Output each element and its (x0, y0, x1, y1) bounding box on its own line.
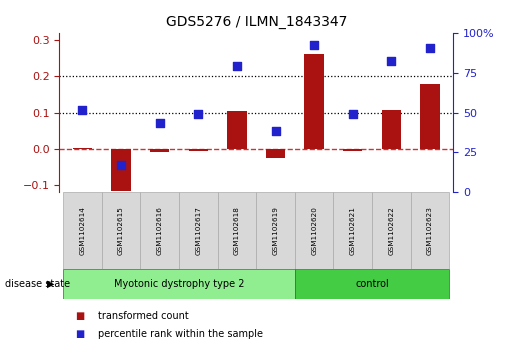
Point (349, 111, 357, 117)
Point (78, 107, 87, 113)
Text: GSM1102621: GSM1102621 (350, 206, 356, 255)
Title: GDS5276 / ILMN_1843347: GDS5276 / ILMN_1843347 (165, 15, 347, 29)
Bar (150, 149, 169, 152)
Text: GSM1102618: GSM1102618 (234, 206, 240, 255)
Bar (420, 84, 440, 149)
Bar (304, 54, 324, 149)
Point (271, 128, 280, 134)
Text: transformed count: transformed count (98, 311, 188, 321)
Text: ■: ■ (75, 311, 84, 321)
Text: Myotonic dystrophy type 2: Myotonic dystrophy type 2 (114, 279, 244, 289)
Text: GSM1102614: GSM1102614 (79, 206, 85, 255)
Text: GSM1102619: GSM1102619 (272, 206, 279, 255)
Bar (372, 192, 410, 269)
Text: GSM1102616: GSM1102616 (157, 206, 163, 255)
Bar (410, 192, 449, 269)
Bar (111, 149, 131, 191)
Bar (343, 149, 363, 151)
Bar (217, 192, 256, 269)
Bar (295, 269, 449, 299)
Point (156, 120, 164, 126)
Text: GSM1102615: GSM1102615 (118, 206, 124, 255)
Point (426, 45, 434, 51)
Point (233, 63, 241, 69)
Text: control: control (355, 279, 389, 289)
Text: ■: ■ (75, 329, 84, 339)
Point (194, 111, 202, 117)
Text: ▶: ▶ (47, 279, 55, 289)
Text: disease state: disease state (5, 279, 70, 289)
Bar (188, 149, 208, 151)
Point (387, 58, 396, 64)
Text: GSM1102617: GSM1102617 (195, 206, 201, 255)
Bar (73, 148, 92, 149)
Bar (382, 110, 401, 149)
Text: GSM1102622: GSM1102622 (388, 206, 394, 255)
Text: percentile rank within the sample: percentile rank within the sample (98, 329, 263, 339)
Text: GSM1102620: GSM1102620 (311, 206, 317, 255)
Point (310, 42, 318, 48)
Point (117, 162, 125, 168)
Bar (227, 111, 247, 149)
Text: GSM1102623: GSM1102623 (427, 206, 433, 255)
Bar (334, 192, 372, 269)
Bar (295, 192, 334, 269)
Bar (63, 192, 102, 269)
Bar (140, 192, 179, 269)
Bar (179, 192, 217, 269)
Bar (266, 149, 285, 158)
Bar (102, 192, 140, 269)
Bar (256, 192, 295, 269)
Bar (63, 269, 295, 299)
